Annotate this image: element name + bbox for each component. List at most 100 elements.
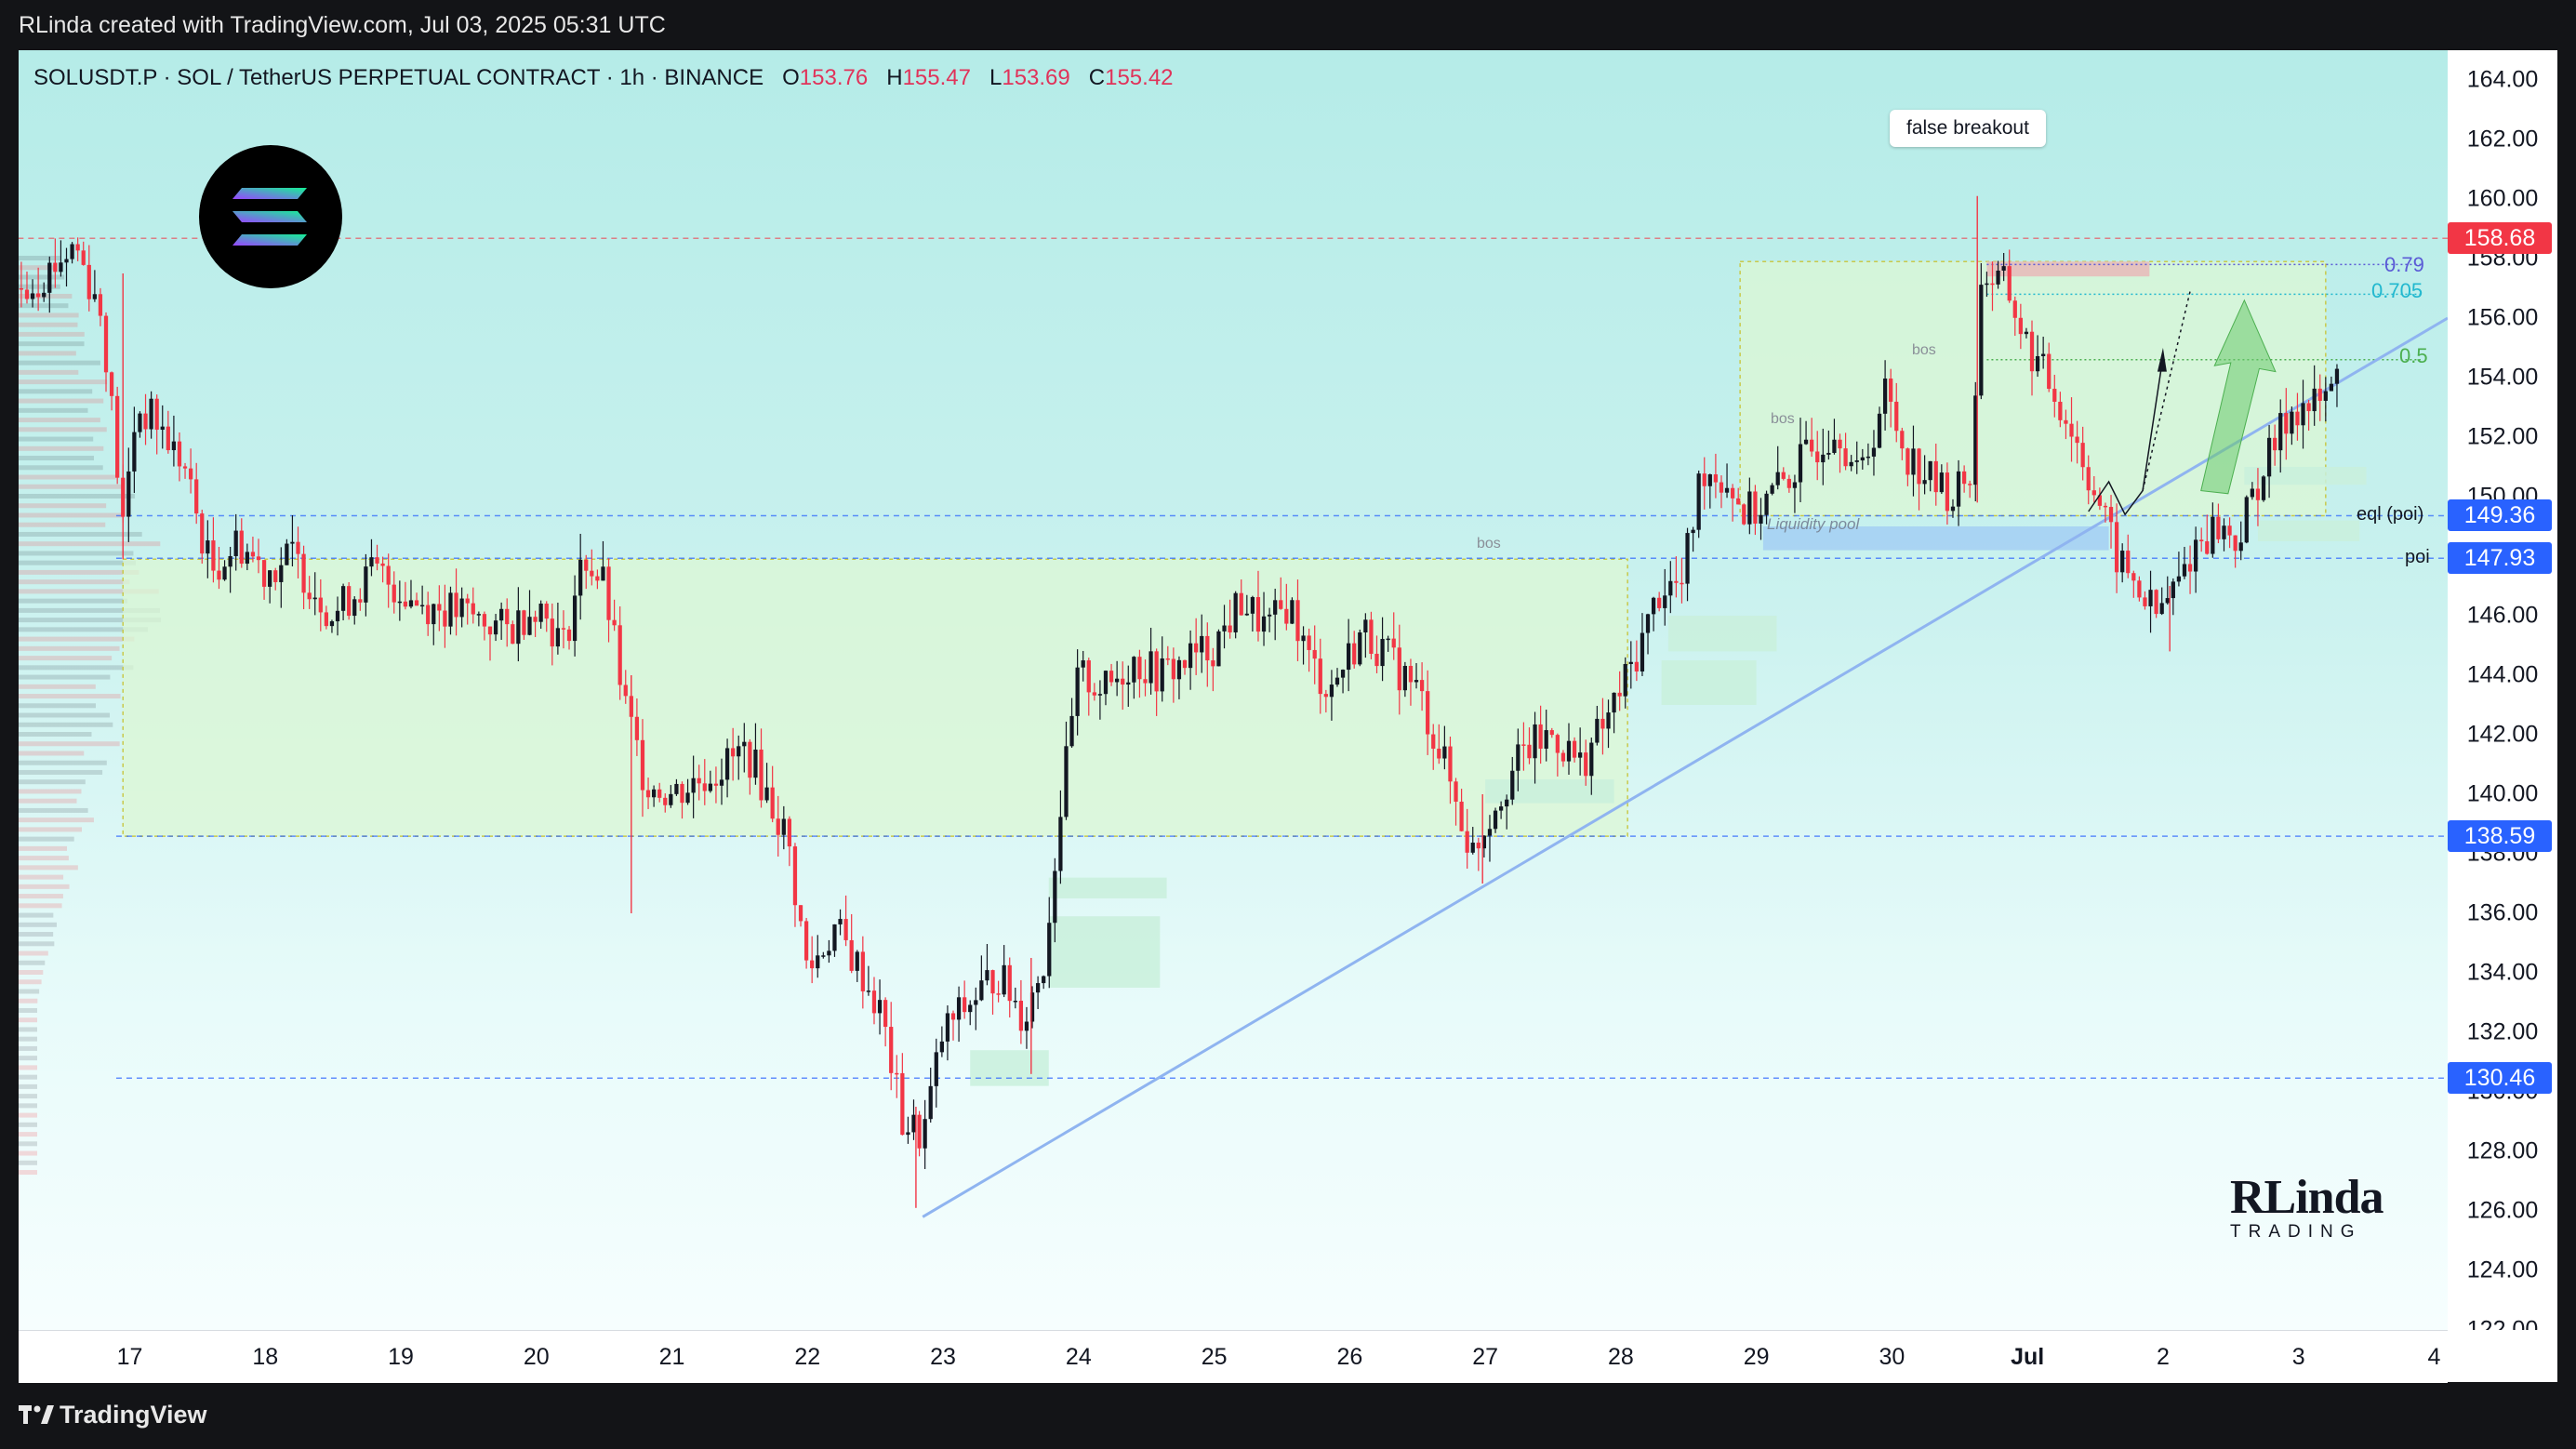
candle-body: [1047, 923, 1052, 977]
volume-profile-bar: [19, 1122, 37, 1127]
time-tick-label: 30: [1879, 1344, 1905, 1370]
watermark-line2: TRADING: [2230, 1222, 2362, 1242]
volume-profile-bar: [19, 865, 78, 871]
volume-profile-bar: [19, 950, 48, 956]
candle-body: [1770, 485, 1774, 494]
candle-body: [1527, 744, 1532, 759]
candle-body: [364, 566, 368, 603]
candle-body: [1228, 625, 1232, 632]
candle-body: [1007, 964, 1012, 1002]
candle-body: [1996, 270, 2000, 285]
volume-profile-bar: [19, 894, 63, 899]
candle-body: [1347, 643, 1351, 671]
volume-profile-bar: [19, 1065, 37, 1070]
rlinda-trading-watermark: RLinda TRADING: [2230, 1174, 2416, 1243]
candle-body: [1216, 631, 1221, 667]
candle-body: [522, 610, 526, 635]
candle-body: [115, 395, 120, 478]
candle-body: [1634, 661, 1640, 671]
candle-body: [109, 372, 114, 396]
candle-body: [1160, 658, 1164, 692]
candle-body: [1792, 482, 1798, 488]
price-chart[interactable]: [19, 50, 2448, 1330]
candle-body: [2108, 507, 2114, 523]
candle-body: [731, 748, 736, 757]
candle-body: [2086, 467, 2091, 491]
candle-body: [2069, 423, 2074, 437]
candle-body: [454, 592, 458, 618]
time-tick-label: 26: [1336, 1344, 1363, 1370]
candle-body: [1900, 431, 1905, 449]
price-tick-label: 134.00: [2466, 959, 2539, 986]
volume-profile-bar: [19, 874, 64, 880]
candle-body: [149, 398, 153, 430]
candle-body: [194, 479, 199, 514]
candle-body: [1680, 582, 1684, 585]
close-label: C: [1088, 65, 1106, 90]
candle-body: [2199, 539, 2204, 542]
price-tick-label: 124.00: [2466, 1256, 2539, 1283]
candle-body: [2001, 266, 2006, 271]
candle-body: [1860, 457, 1865, 461]
order-block: [1661, 660, 1757, 705]
candle-body: [222, 566, 227, 580]
price-level-badge: 158.68: [2448, 222, 2552, 255]
candle-body: [759, 749, 764, 801]
candle-body: [906, 1132, 910, 1136]
tradingview-logo-icon: [19, 1405, 54, 1424]
candle-body: [1029, 992, 1035, 1022]
candle-body: [1200, 635, 1204, 653]
bos-label-2: bos: [1771, 411, 1795, 427]
candle-body: [103, 315, 109, 373]
chart-pane[interactable]: SOLUSDT.P · SOL / TetherUS PERPETUAL CON…: [19, 50, 2448, 1330]
candle-body: [1623, 663, 1627, 697]
time-tick-label: 22: [794, 1344, 821, 1370]
candle-body: [1211, 660, 1215, 667]
candle-body: [1595, 718, 1600, 743]
eql-poi-label: eql (poi): [2357, 504, 2424, 525]
candle-body: [590, 570, 594, 577]
candle-body: [764, 787, 769, 801]
candle-body: [1470, 843, 1475, 853]
candle-body: [923, 1119, 927, 1149]
volume-profile-bar: [19, 474, 116, 480]
candle-body: [2137, 580, 2142, 598]
candle-body: [2064, 419, 2068, 424]
price-axis[interactable]: 164.00 162.00 160.00 158.00 156.00 154.00 152.…: [2448, 50, 2557, 1343]
candle-body: [24, 289, 30, 299]
axis-corner: [2448, 1330, 2557, 1382]
volume-profile-bar: [19, 541, 161, 547]
candle-body: [1149, 651, 1153, 684]
candle-body: [358, 599, 363, 603]
candle-body: [527, 617, 532, 635]
candle-body: [1826, 452, 1831, 455]
candle-body: [584, 559, 589, 571]
candle-body: [2301, 403, 2305, 426]
volume-profile-bar: [19, 1056, 37, 1061]
candle-body: [138, 413, 142, 432]
ascending-trendline: [922, 316, 2448, 1218]
open-value: 153.76: [799, 65, 869, 90]
time-axis[interactable]: 17 18 19 20 21 22 23 24 25 26 27 28 29 30 Jul 2 3 4: [19, 1330, 2448, 1383]
candle-body: [843, 919, 848, 940]
candle-body: [1239, 592, 1243, 616]
candle-body: [1493, 810, 1498, 830]
candle-body: [1481, 835, 1487, 849]
candle-body: [1222, 625, 1227, 631]
candle-body: [1521, 744, 1526, 746]
candle-body: [2194, 539, 2198, 572]
tradingview-brand: TradingView: [60, 1401, 207, 1429]
candle-body: [211, 540, 216, 571]
bos-label-3: bos: [1912, 342, 1936, 358]
candle-body: [86, 264, 91, 299]
candle-body: [1911, 448, 1916, 475]
volume-profile-bar: [19, 265, 58, 271]
fib-0705-label: 0.705: [2371, 279, 2423, 302]
candle-body: [792, 846, 798, 906]
candle-body: [849, 939, 854, 971]
candle-body: [1600, 718, 1605, 729]
candle-body: [911, 1114, 916, 1133]
volume-profile-bar: [19, 322, 78, 327]
volume-profile-bar: [19, 722, 113, 727]
candle-body: [335, 610, 340, 622]
